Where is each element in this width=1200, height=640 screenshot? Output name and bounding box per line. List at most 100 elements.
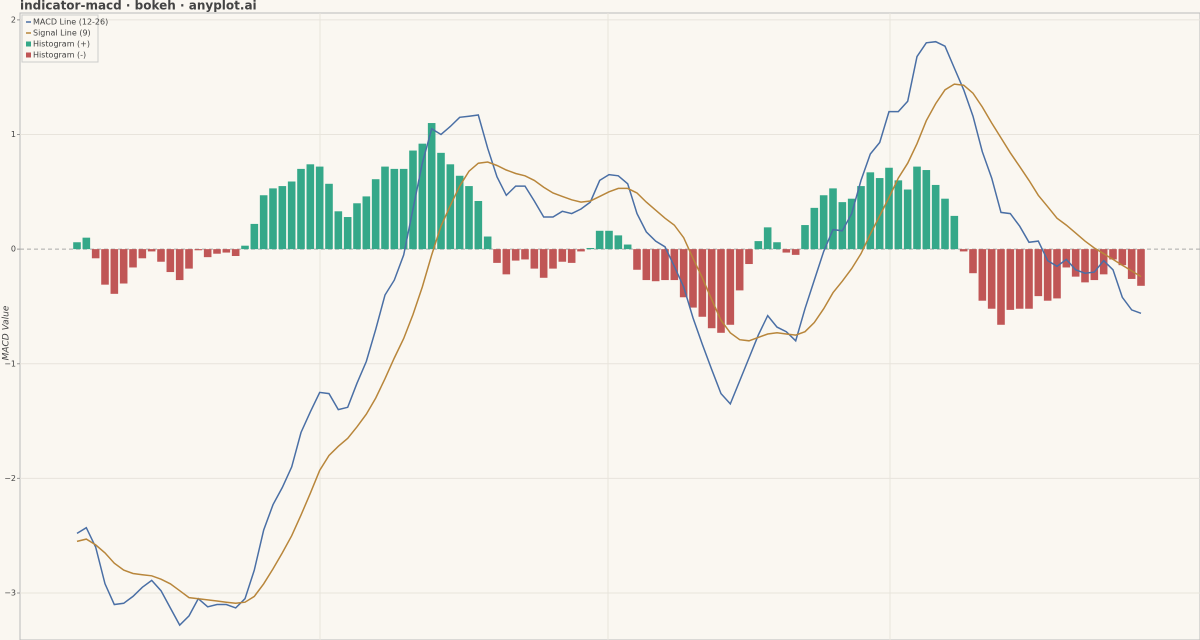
histogram-bar xyxy=(707,249,716,329)
histogram-bar xyxy=(166,249,175,273)
histogram-bar xyxy=(745,249,753,265)
histogram-bar xyxy=(894,180,903,250)
histogram-bar xyxy=(175,249,184,281)
histogram-bar xyxy=(782,249,791,253)
legend-label: Histogram (+) xyxy=(33,40,90,49)
histogram-bar xyxy=(82,237,91,250)
legend: MACD Line (12-26) Signal Line (9) Histogra… xyxy=(21,14,108,63)
histogram-bar xyxy=(1137,249,1145,286)
histogram-bar xyxy=(119,249,128,284)
histogram-bar xyxy=(409,150,417,250)
histogram-bar xyxy=(661,249,669,281)
y-axis-label: MACD Value xyxy=(2,305,12,360)
histogram-bar xyxy=(670,249,679,281)
histogram-bar xyxy=(866,172,875,250)
histogram-bar xyxy=(978,249,987,301)
y-tick-label: −1 xyxy=(4,359,16,368)
histogram-bar xyxy=(763,227,772,250)
histogram-bar xyxy=(185,249,193,269)
histogram-bar xyxy=(1081,249,1089,283)
histogram-bar xyxy=(689,249,697,308)
histogram-bar xyxy=(334,211,343,250)
histogram-bar xyxy=(371,179,380,250)
histogram-bar xyxy=(427,123,436,250)
y-tick-label: 2 xyxy=(11,15,16,24)
histogram-bar xyxy=(222,249,231,253)
histogram-bar xyxy=(539,249,548,278)
histogram-bar xyxy=(1006,249,1015,310)
histogram-bar xyxy=(931,184,940,250)
histogram-bar xyxy=(633,249,641,270)
histogram-bar xyxy=(306,164,315,250)
histogram-bar xyxy=(73,242,81,250)
y-tick-label: −2 xyxy=(4,474,16,483)
legend-label: Signal Line (9) xyxy=(33,29,91,38)
legend-label: Histogram (-) xyxy=(33,51,86,60)
histogram-bar xyxy=(521,249,529,260)
histogram-bar xyxy=(241,245,249,250)
histogram-bar xyxy=(997,249,1005,325)
histogram-bar xyxy=(287,181,296,250)
legend-swatch xyxy=(26,52,31,58)
histogram-bar xyxy=(474,200,483,250)
histogram-bar xyxy=(614,235,623,250)
histogram-bar xyxy=(791,249,800,255)
histogram-bar xyxy=(1109,249,1117,260)
histogram-bar xyxy=(1118,249,1127,266)
histogram-bar xyxy=(801,225,809,250)
histogram-bar xyxy=(959,249,968,252)
histogram-bar xyxy=(493,249,501,263)
y-tick-label: 0 xyxy=(11,245,16,254)
histogram-bar xyxy=(651,249,660,282)
histogram-bar xyxy=(586,247,595,250)
histogram-bar xyxy=(129,249,137,268)
histogram-bar xyxy=(269,188,277,250)
histogram-bar xyxy=(735,249,744,291)
histogram-bar xyxy=(483,236,492,250)
histogram-bar xyxy=(297,168,305,250)
histogram-bar xyxy=(511,249,520,261)
histogram-bar xyxy=(642,249,651,281)
chart-title: indicator-macd · bokeh · anyplot.ai xyxy=(20,0,257,13)
histogram-bar xyxy=(623,244,632,250)
legend-box xyxy=(21,14,99,63)
histogram-bar xyxy=(903,189,912,250)
histogram-bar xyxy=(437,152,445,250)
line xyxy=(76,83,1142,605)
histogram-bar xyxy=(278,186,287,250)
histogram-bar xyxy=(138,249,147,259)
histogram-bar xyxy=(1127,249,1136,279)
line xyxy=(76,40,1142,627)
histogram-bar xyxy=(913,166,921,250)
histogram-bar xyxy=(502,249,511,275)
histogram-bar xyxy=(91,249,100,259)
x-grid xyxy=(319,13,891,640)
histogram-bar xyxy=(857,186,865,250)
histogram-bar xyxy=(194,249,203,251)
histogram-bar xyxy=(530,249,539,269)
y-tick-label: 1 xyxy=(11,130,16,139)
histogram-bar xyxy=(726,249,735,325)
histogram-bar xyxy=(549,249,557,269)
histogram-bar xyxy=(969,249,977,274)
histogram-bar xyxy=(558,249,567,262)
histogram-bar xyxy=(577,249,585,252)
histogram-bar xyxy=(418,143,427,250)
histogram-bar xyxy=(110,249,119,294)
histogram-bar xyxy=(810,207,819,250)
histogram-bar xyxy=(838,202,847,250)
histogram-bar xyxy=(819,195,828,250)
histogram-bar xyxy=(1071,249,1080,277)
y-tick-label: −3 xyxy=(4,589,16,598)
legend-label: MACD Line (12-26) xyxy=(33,18,108,27)
histogram-bar xyxy=(1062,249,1071,268)
histogram-bar xyxy=(773,242,781,250)
histogram-bar xyxy=(353,203,361,250)
histogram-bar xyxy=(157,249,165,262)
histogram-bar xyxy=(1090,249,1099,281)
histogram-bar xyxy=(605,230,613,250)
histogram-bar xyxy=(381,166,389,250)
histogram-bar xyxy=(250,223,259,250)
histogram-bar xyxy=(847,198,856,250)
histogram-bar xyxy=(203,249,212,258)
